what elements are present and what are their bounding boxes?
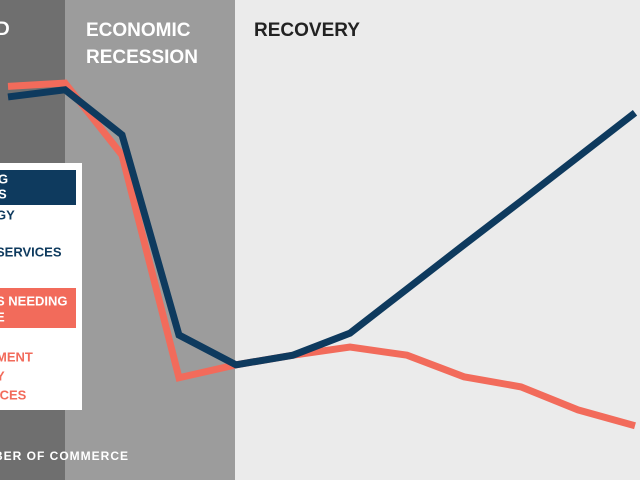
legend-label: S NEEDING [0, 293, 68, 308]
legend-label: ICES [0, 387, 27, 402]
legend-label: E [0, 309, 5, 324]
phase-label: ECONOMIC [86, 20, 191, 41]
legend-swatch [0, 170, 76, 205]
phase-band [235, 0, 640, 480]
legend-label: Y [0, 368, 5, 383]
data-line [7, 79, 636, 430]
legend-label: GY [0, 207, 15, 222]
legend-label: G [0, 171, 8, 186]
legend-swatch [0, 288, 76, 328]
phase-label: RECESSION [86, 47, 198, 68]
legend-label: S [0, 186, 7, 201]
source: BER OF COMMERCE [0, 449, 129, 463]
plot [7, 79, 638, 430]
phase-label: D [0, 19, 10, 40]
phase-label: RECOVERY [254, 20, 360, 41]
legend-label: SERVICES [0, 244, 62, 259]
legend-label: MENT [0, 349, 33, 364]
data-line [7, 86, 638, 369]
